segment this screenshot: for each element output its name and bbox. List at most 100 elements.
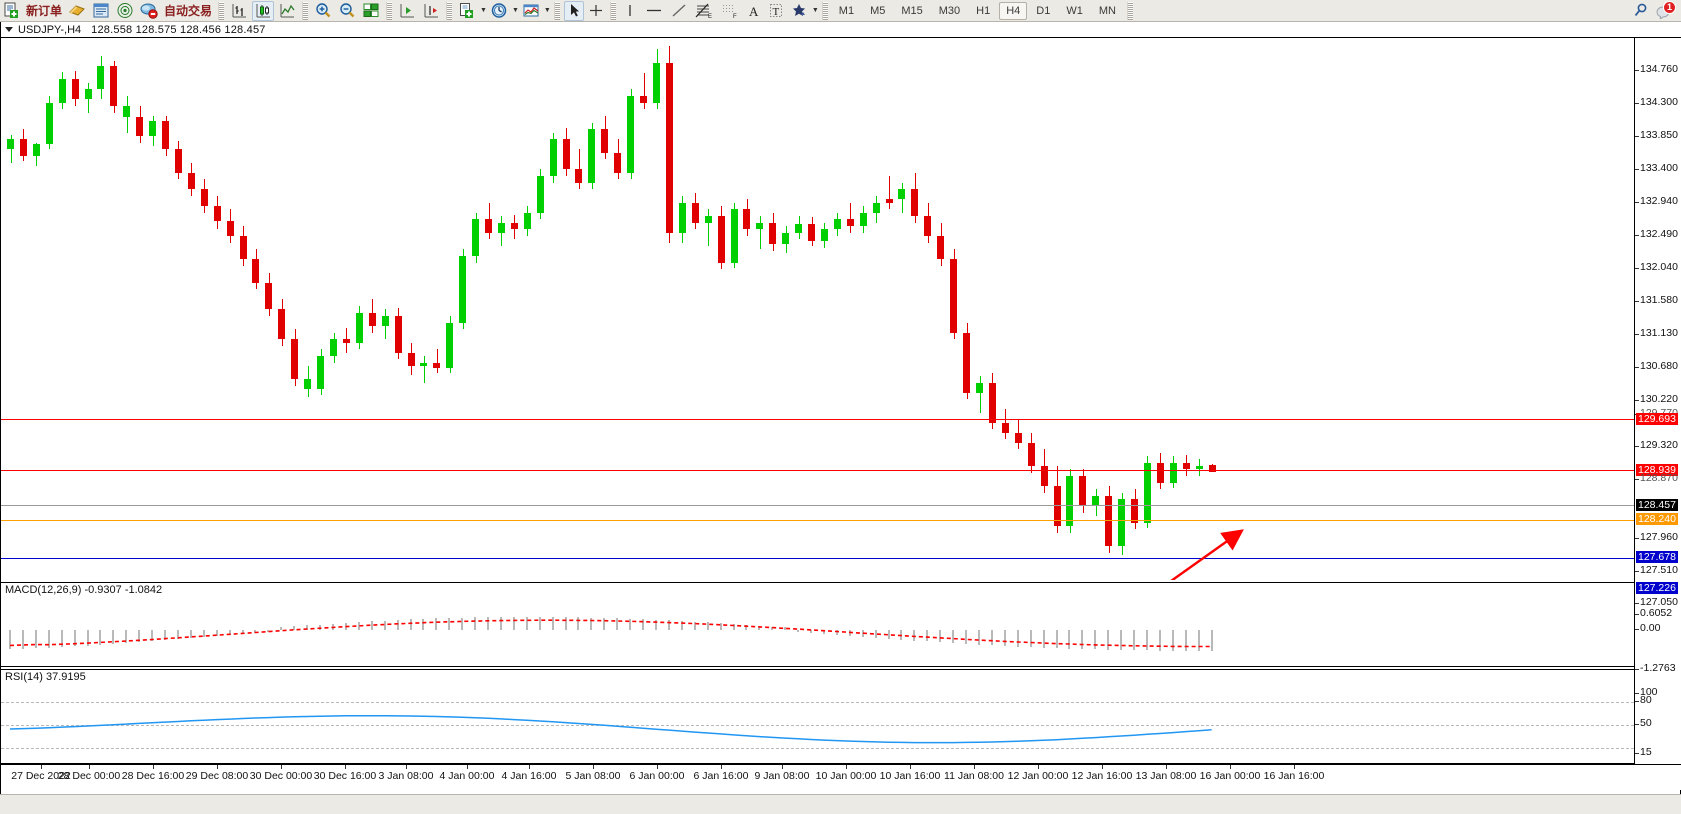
label-icon[interactable]: T: [766, 1, 786, 21]
chart-area[interactable]: USDJPY-,H4 128.558 128.575 128.456 128.4…: [0, 22, 1681, 814]
price-label-129-693[interactable]: 129.693: [1636, 413, 1678, 425]
timeframe-d1[interactable]: D1: [1036, 4, 1051, 17]
candlestick-chart-icon[interactable]: [252, 0, 275, 21]
price-axis[interactable]: 134.760 134.300 133.850 133.400 132.940 132.4…: [1634, 38, 1681, 764]
autotrading-button[interactable]: 自动交易: [164, 4, 213, 18]
candle-bearish: [1182, 462, 1190, 470]
timeframe-h1[interactable]: H1: [976, 4, 991, 17]
resistance-129-693[interactable]: [1, 419, 1634, 420]
candle-bearish: [187, 172, 195, 190]
candle-bearish: [1156, 462, 1164, 483]
chevron-down-icon[interactable]: ▼: [480, 7, 487, 14]
pivot-128-240[interactable]: [1, 520, 1634, 521]
trendline-icon[interactable]: [668, 1, 690, 21]
time-tick-label: 28 Dec 16:00: [121, 770, 185, 782]
support-127-678[interactable]: [1, 558, 1634, 559]
shapes-icon[interactable]: [788, 1, 810, 21]
data-window-icon[interactable]: [90, 1, 112, 21]
vertical-line-icon[interactable]: [620, 1, 640, 21]
timeframe-w1[interactable]: W1: [1066, 4, 1083, 17]
zoom-out-icon[interactable]: [336, 1, 358, 21]
macd-histogram-bar: [1107, 630, 1110, 650]
macd-histogram-bar: [9, 630, 11, 650]
chart-shift-icon[interactable]: [396, 1, 418, 21]
macd-histogram-bar: [1133, 630, 1136, 651]
tile-windows-icon[interactable]: [360, 1, 382, 21]
candle-bearish: [575, 169, 583, 183]
alerts-icon[interactable]: 1: [1653, 0, 1676, 20]
autotrading-icon[interactable]: [138, 1, 160, 21]
symbol-ohlc-values: 128.558 128.575 128.456 128.457: [91, 23, 266, 36]
price-pane[interactable]: [1, 38, 1634, 580]
price-label-127-226[interactable]: 127.226: [1636, 582, 1678, 594]
templates-icon[interactable]: [456, 1, 478, 21]
candle-bullish: [588, 129, 596, 183]
time-tick: [1038, 765, 1039, 769]
macd-histogram-bar: [706, 622, 709, 630]
timeframe-m5[interactable]: M5: [870, 4, 886, 17]
price-tick-label: 132.940: [1640, 195, 1678, 207]
candle-bearish: [1079, 476, 1087, 506]
candle-bearish: [988, 382, 996, 423]
timeframe-m15[interactable]: M15: [901, 4, 923, 17]
candle-bullish: [472, 219, 480, 256]
candle-bearish: [1027, 442, 1035, 466]
period-icon[interactable]: [488, 1, 510, 21]
chevron-down-icon[interactable]: ▼: [511, 7, 519, 14]
navigator-icon[interactable]: [114, 1, 136, 21]
price-label-128-457[interactable]: 128.457: [1636, 499, 1678, 511]
price-label-128-240[interactable]: 128.240: [1636, 513, 1678, 525]
price-label-128-939[interactable]: 128.939: [1636, 464, 1678, 476]
timeframe-m30[interactable]: M30: [938, 4, 961, 17]
axis-tick: [1635, 367, 1639, 368]
time-axis[interactable]: 27 Dec 2022 28 Dec 00:00 28 Dec 16:00 29 De…: [1, 764, 1681, 790]
zoom-in-icon[interactable]: [312, 1, 334, 21]
channel-icon[interactable]: F: [718, 1, 742, 21]
candle-bullish: [653, 62, 660, 103]
search-icon[interactable]: [1630, 1, 1652, 21]
auto-scroll-icon[interactable]: [420, 1, 442, 21]
macd-histogram-bar: [732, 624, 735, 630]
text-icon[interactable]: A: [744, 1, 764, 21]
candle-bullish: [149, 121, 157, 136]
macd-histogram-bar: [461, 617, 464, 630]
candle-bullish: [45, 102, 53, 144]
timeframe-mn[interactable]: MN: [1098, 4, 1116, 17]
candle-bearish: [1014, 432, 1022, 443]
time-tick: [153, 765, 154, 769]
time-tick: [345, 765, 346, 769]
current-price-128-457[interactable]: [1, 505, 1634, 506]
macd-histogram-bar: [125, 630, 128, 644]
line-chart-icon[interactable]: [276, 1, 298, 21]
macd-pane[interactable]: MACD(12,26,9) -0.9307 -1.0842: [1, 582, 1634, 667]
candle-bullish: [459, 256, 467, 323]
price-label-127-678[interactable]: 127.678: [1636, 551, 1678, 563]
candle-bullish: [1066, 476, 1074, 526]
new-order-button[interactable]: 新订单: [26, 4, 63, 18]
horizontal-line-icon[interactable]: [642, 1, 666, 21]
chevron-down-icon[interactable]: ▼: [543, 7, 551, 14]
macd-histogram-bar: [758, 625, 761, 630]
indicators-icon[interactable]: [520, 1, 542, 21]
bar-chart-icon[interactable]: [228, 1, 250, 21]
fibonacci-icon[interactable]: E: [692, 1, 716, 21]
candle-bullish: [795, 224, 803, 233]
price-tick-label: 133.400: [1640, 162, 1678, 174]
expert-advisors-icon[interactable]: [66, 1, 88, 21]
candle-bullish: [833, 219, 841, 230]
candle-bearish: [265, 282, 273, 310]
collapse-caret-icon[interactable]: [5, 27, 13, 32]
macd-histogram-bar: [138, 630, 141, 643]
cursor-icon[interactable]: [563, 0, 584, 21]
new-order-icon[interactable]: [1, 1, 22, 21]
axis-tick: [1635, 571, 1639, 572]
timeframe-h4[interactable]: H4: [999, 1, 1028, 20]
candle-bullish: [627, 96, 635, 173]
rsi-pane[interactable]: RSI(14) 37.9195: [1, 669, 1634, 764]
chevron-down-icon[interactable]: ▼: [811, 7, 819, 14]
crosshair-icon[interactable]: [586, 1, 606, 21]
timeframe-m1[interactable]: M1: [838, 4, 855, 17]
resistance-128-939[interactable]: [1, 470, 1634, 471]
symbol-header: USDJPY-,H4 128.558 128.575 128.456 128.4…: [1, 22, 1681, 38]
